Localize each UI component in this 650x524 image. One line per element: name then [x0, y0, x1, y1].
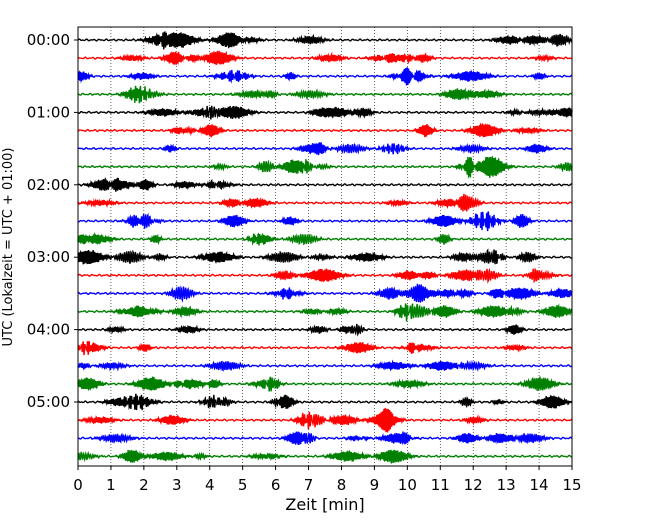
x-tick-label: 6 — [271, 476, 281, 494]
x-axis: 0 1 2 3 4 5 6 7 8 9 10 11 12 13 14 15 — [73, 466, 582, 494]
x-tick-label: 4 — [205, 476, 215, 494]
trace-line — [77, 67, 572, 86]
plot-frame — [77, 26, 573, 467]
x-tick-label: 14 — [530, 476, 549, 494]
trace-line — [77, 267, 573, 284]
y-axis-label: UTC (Lokalzeit = UTC + 01:00) — [1, 148, 16, 347]
trace-line — [77, 142, 573, 156]
trace-line — [77, 122, 573, 138]
x-tick-label: 5 — [238, 476, 248, 494]
y-tick-label: 04:00 — [27, 321, 70, 339]
x-tick-label: 7 — [304, 476, 314, 494]
trace-group — [77, 30, 573, 464]
x-tick-label: 2 — [139, 476, 149, 494]
trace-line — [77, 283, 573, 303]
y-tick-label: 01:00 — [27, 103, 70, 121]
trace-line — [77, 193, 573, 212]
y-tick-label: 00:00 — [27, 31, 70, 49]
trace-line — [77, 105, 573, 120]
trace-line — [77, 431, 573, 446]
y-tick-label: 02:00 — [27, 176, 70, 194]
x-tick-label: 3 — [172, 476, 182, 494]
trace-line — [77, 393, 573, 411]
trace-line — [77, 449, 572, 464]
trace-line — [77, 211, 572, 232]
trace-line — [77, 176, 573, 192]
x-tick-label: 8 — [337, 476, 347, 494]
y-tick-label: 03:00 — [27, 248, 70, 266]
y-axis: 00:00 01:00 02:00 03:00 04:00 05:00 — [27, 31, 78, 411]
trace-line — [78, 85, 573, 104]
trace-line — [77, 359, 573, 372]
trace-line — [77, 303, 573, 322]
trace-line — [77, 341, 573, 356]
x-axis-label: Zeit [min] — [285, 495, 364, 514]
trace-line — [77, 323, 573, 337]
y-tick-label: 05:00 — [27, 393, 70, 411]
trace-line — [77, 30, 573, 50]
trace-line — [77, 156, 573, 179]
x-tick-label: 0 — [73, 476, 83, 494]
trace-line — [77, 248, 573, 265]
trace-line — [77, 407, 572, 433]
x-tick-label: 12 — [464, 476, 483, 494]
x-tick-label: 10 — [398, 476, 417, 494]
x-tick-label: 1 — [106, 476, 116, 494]
x-tick-label: 13 — [497, 476, 516, 494]
x-tick-label: 15 — [562, 476, 581, 494]
grid-lines — [110, 27, 540, 466]
trace-line — [77, 231, 573, 246]
x-tick-label: 9 — [370, 476, 380, 494]
x-tick-label: 11 — [431, 476, 450, 494]
trace-line — [77, 376, 572, 392]
trace-line — [77, 50, 573, 66]
